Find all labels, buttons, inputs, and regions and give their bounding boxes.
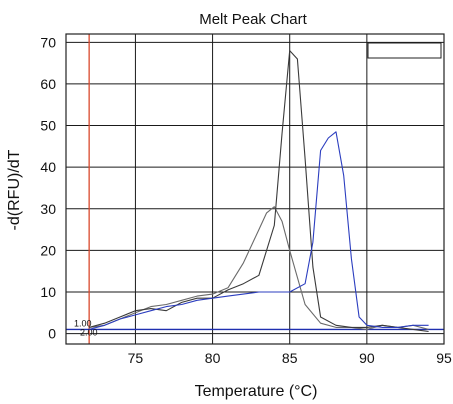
threshold-label: 1.00: [74, 318, 92, 328]
series-line-2: [88, 50, 429, 333]
plot-frame: [65, 33, 445, 345]
x-tick-label-85: 85: [282, 350, 298, 366]
threshold-secondary-label: 2.00: [80, 327, 98, 337]
series-line-1: [89, 206, 429, 330]
y-tick-label-40: 40: [40, 159, 56, 175]
x-tick-label-95: 95: [436, 350, 452, 366]
chart-title: Melt Peak Chart: [199, 11, 307, 28]
y-tick-label-60: 60: [40, 76, 56, 92]
x-axis-label: Temperature (°C): [195, 383, 318, 400]
tick-labels: 75 80 85 90 95 0 10 20 30 40 50 60 70: [40, 34, 452, 366]
y-axis-label: -d(RFU)/dT: [6, 149, 23, 230]
y-tick-label-30: 30: [40, 201, 56, 217]
y-tick-label-20: 20: [40, 242, 56, 258]
x-tick-label-80: 80: [205, 350, 221, 366]
y-tick-label-50: 50: [40, 118, 56, 134]
x-tick-label-75: 75: [128, 350, 144, 366]
legend-box: [367, 42, 442, 59]
threshold-group: 1.002.00: [66, 34, 444, 344]
y-tick-label-10: 10: [40, 284, 56, 300]
grid-lines: [66, 34, 445, 344]
series-line-3: [88, 131, 429, 330]
y-tick-label-70: 70: [40, 34, 56, 50]
series-layer: [88, 50, 429, 333]
y-tick-label-0: 0: [48, 326, 56, 342]
x-tick-label-90: 90: [359, 350, 375, 366]
